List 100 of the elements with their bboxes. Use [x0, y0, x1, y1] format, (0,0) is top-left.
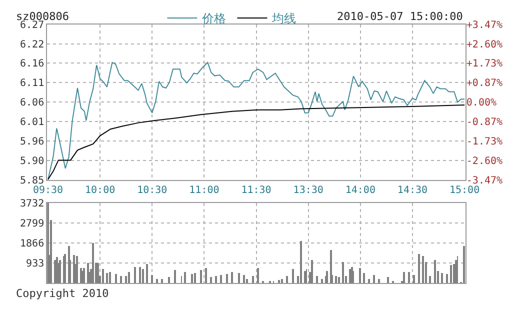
bar: [115, 274, 118, 284]
bar: [330, 250, 332, 284]
bar: [59, 260, 62, 284]
bar: [80, 268, 82, 284]
bar: [194, 273, 196, 284]
bar: [352, 271, 354, 284]
bar: [257, 268, 260, 284]
bar: [441, 273, 444, 284]
x-tick-label: 10:00: [85, 184, 116, 196]
y2-tick-label: -1.73%: [466, 136, 503, 148]
bar: [128, 272, 130, 284]
x-tick-label: 13:30: [293, 184, 324, 196]
bar: [321, 279, 324, 284]
bar: [413, 275, 416, 284]
bar: [281, 279, 284, 284]
bar: [174, 270, 176, 284]
bar: [326, 271, 328, 284]
bar: [184, 272, 186, 284]
y-tick-label: 2799: [20, 218, 44, 230]
bar: [231, 272, 234, 284]
bar: [73, 255, 76, 284]
bar: [142, 269, 144, 284]
y-tick-label: 6.16: [20, 58, 44, 70]
line-series: [47, 62, 466, 180]
y-tick-label: 5.90: [20, 156, 44, 167]
legend-label: 均线: [271, 12, 296, 26]
y-tick-label: 6.22: [20, 39, 44, 50]
bar: [246, 279, 248, 284]
bar: [134, 267, 136, 284]
y-tick-label: 6.06: [20, 98, 44, 109]
bar: [368, 279, 370, 284]
x-tick-label: 10:30: [137, 184, 168, 196]
y-tick-label: 3732: [20, 198, 44, 210]
x-tick-label: 14:30: [397, 184, 428, 196]
y2-tick-label: -2.60%: [466, 156, 503, 167]
y2-tick-label: +0.87%: [466, 78, 503, 90]
bar: [342, 262, 344, 284]
line-series: [47, 104, 466, 180]
bar: [226, 274, 228, 284]
y-tick-label: 1866: [20, 238, 44, 250]
y-tick-label: 6.27: [20, 20, 44, 31]
bar: [463, 246, 466, 284]
bar: [363, 273, 366, 284]
y-tick-label: 5.85: [20, 175, 44, 186]
bar: [243, 275, 246, 284]
bar: [446, 274, 448, 284]
bar: [429, 276, 432, 284]
bar: [102, 269, 104, 284]
bar: [338, 277, 340, 284]
y2-tick-label: -3.47%: [466, 175, 503, 186]
bar: [151, 275, 154, 284]
bar: [418, 254, 420, 284]
bar: [200, 270, 202, 284]
bar: [311, 260, 314, 284]
y-tick-label: 6.11: [20, 78, 44, 90]
bar: [453, 264, 456, 284]
y2-tick-label: 0.00%: [466, 98, 497, 109]
bar: [87, 263, 90, 284]
bar: [450, 265, 452, 284]
bar: [434, 260, 436, 284]
bar: [373, 275, 376, 284]
bar: [387, 277, 390, 284]
bar: [191, 274, 194, 284]
x-tick-label: 11:30: [241, 184, 272, 196]
bar: [316, 276, 318, 284]
x-tick-label: 09:30: [32, 184, 64, 196]
bar: [83, 268, 86, 284]
legend-label: 价格: [201, 12, 226, 26]
bar: [97, 263, 100, 284]
bar: [278, 280, 280, 284]
y-tick-label: 6.01: [20, 117, 44, 128]
bar: [120, 276, 122, 284]
x-tick-label: 15:00: [449, 184, 480, 196]
text: 2010-05-07 15:00:00: [337, 10, 463, 23]
bar: [292, 269, 294, 284]
bar: [422, 256, 424, 284]
y2-tick-label: +3.47%: [466, 20, 503, 31]
bar: [161, 279, 164, 284]
y2-tick-label: +1.73%: [466, 58, 503, 70]
x-tick-label: 11:00: [189, 184, 220, 196]
bar: [109, 272, 112, 284]
bar: [455, 260, 458, 284]
bar: [215, 276, 218, 284]
bar: [54, 260, 56, 284]
bar: [403, 272, 406, 284]
bar: [300, 241, 302, 284]
y2-tick-label: -0.87%: [466, 117, 503, 128]
bar: [286, 276, 288, 284]
bar: [238, 273, 240, 284]
bar: [76, 256, 78, 284]
bar: [156, 279, 158, 284]
bar: [359, 268, 362, 284]
bar: [220, 275, 222, 284]
x-tick-label: 14:00: [345, 184, 376, 196]
bar: [168, 277, 170, 284]
y-tick-label: 5.96: [20, 136, 44, 148]
bar: [205, 268, 208, 284]
y-tick-label: 933: [26, 258, 44, 270]
bar: [378, 279, 380, 284]
bar: [139, 267, 142, 284]
